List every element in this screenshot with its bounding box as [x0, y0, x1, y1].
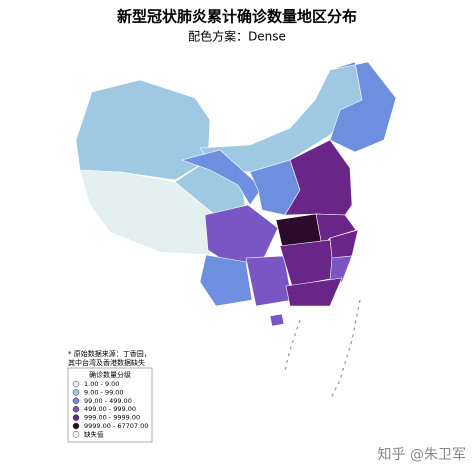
title: 新型冠状肺炎累计确诊数量地区分布 — [117, 8, 357, 26]
legend-label: 1.00 - 9.00 — [84, 380, 119, 388]
legend-swatch — [72, 380, 80, 388]
china-map — [75, 61, 397, 401]
legend-swatch — [72, 422, 80, 430]
taiwan — [349, 267, 361, 293]
legend-swatch — [72, 397, 80, 405]
legend-label: 499.00 - 999.00 — [84, 405, 136, 413]
legend-swatch — [72, 389, 80, 396]
sea-boundary — [284, 299, 361, 401]
yunnan — [199, 254, 253, 307]
note-line: * 原始数据来源：丁香园， — [68, 349, 151, 358]
legend-label: 9999.00 - 67707.00 — [84, 422, 148, 430]
hainan — [269, 313, 285, 327]
gansu — [180, 149, 263, 206]
guangdong — [285, 277, 343, 307]
legend-swatch — [72, 405, 80, 413]
northeast — [329, 61, 397, 153]
legend-swatch — [72, 414, 80, 421]
legend-box — [67, 367, 153, 443]
watermark: 知乎 @朱卫军 — [378, 446, 466, 463]
legend-title: 确诊数量分级 — [89, 370, 131, 379]
legend-label: 缺失值 — [84, 429, 104, 438]
dashed-line — [284, 299, 361, 401]
legend-label: 999.00 - 9999.00 — [84, 414, 140, 422]
xinjiang — [75, 79, 211, 181]
tibet — [79, 169, 216, 256]
fujian — [329, 255, 353, 283]
subtitle: 配色方案：Dense — [188, 29, 286, 44]
note-line: 其中台湾及香港数据缺失 — [68, 358, 145, 367]
legend-swatch — [72, 431, 80, 438]
legend-label: 9.00 - 99.00 — [84, 388, 124, 396]
hubei — [275, 213, 323, 247]
legend-label: 99.00 - 499.00 — [84, 397, 132, 405]
